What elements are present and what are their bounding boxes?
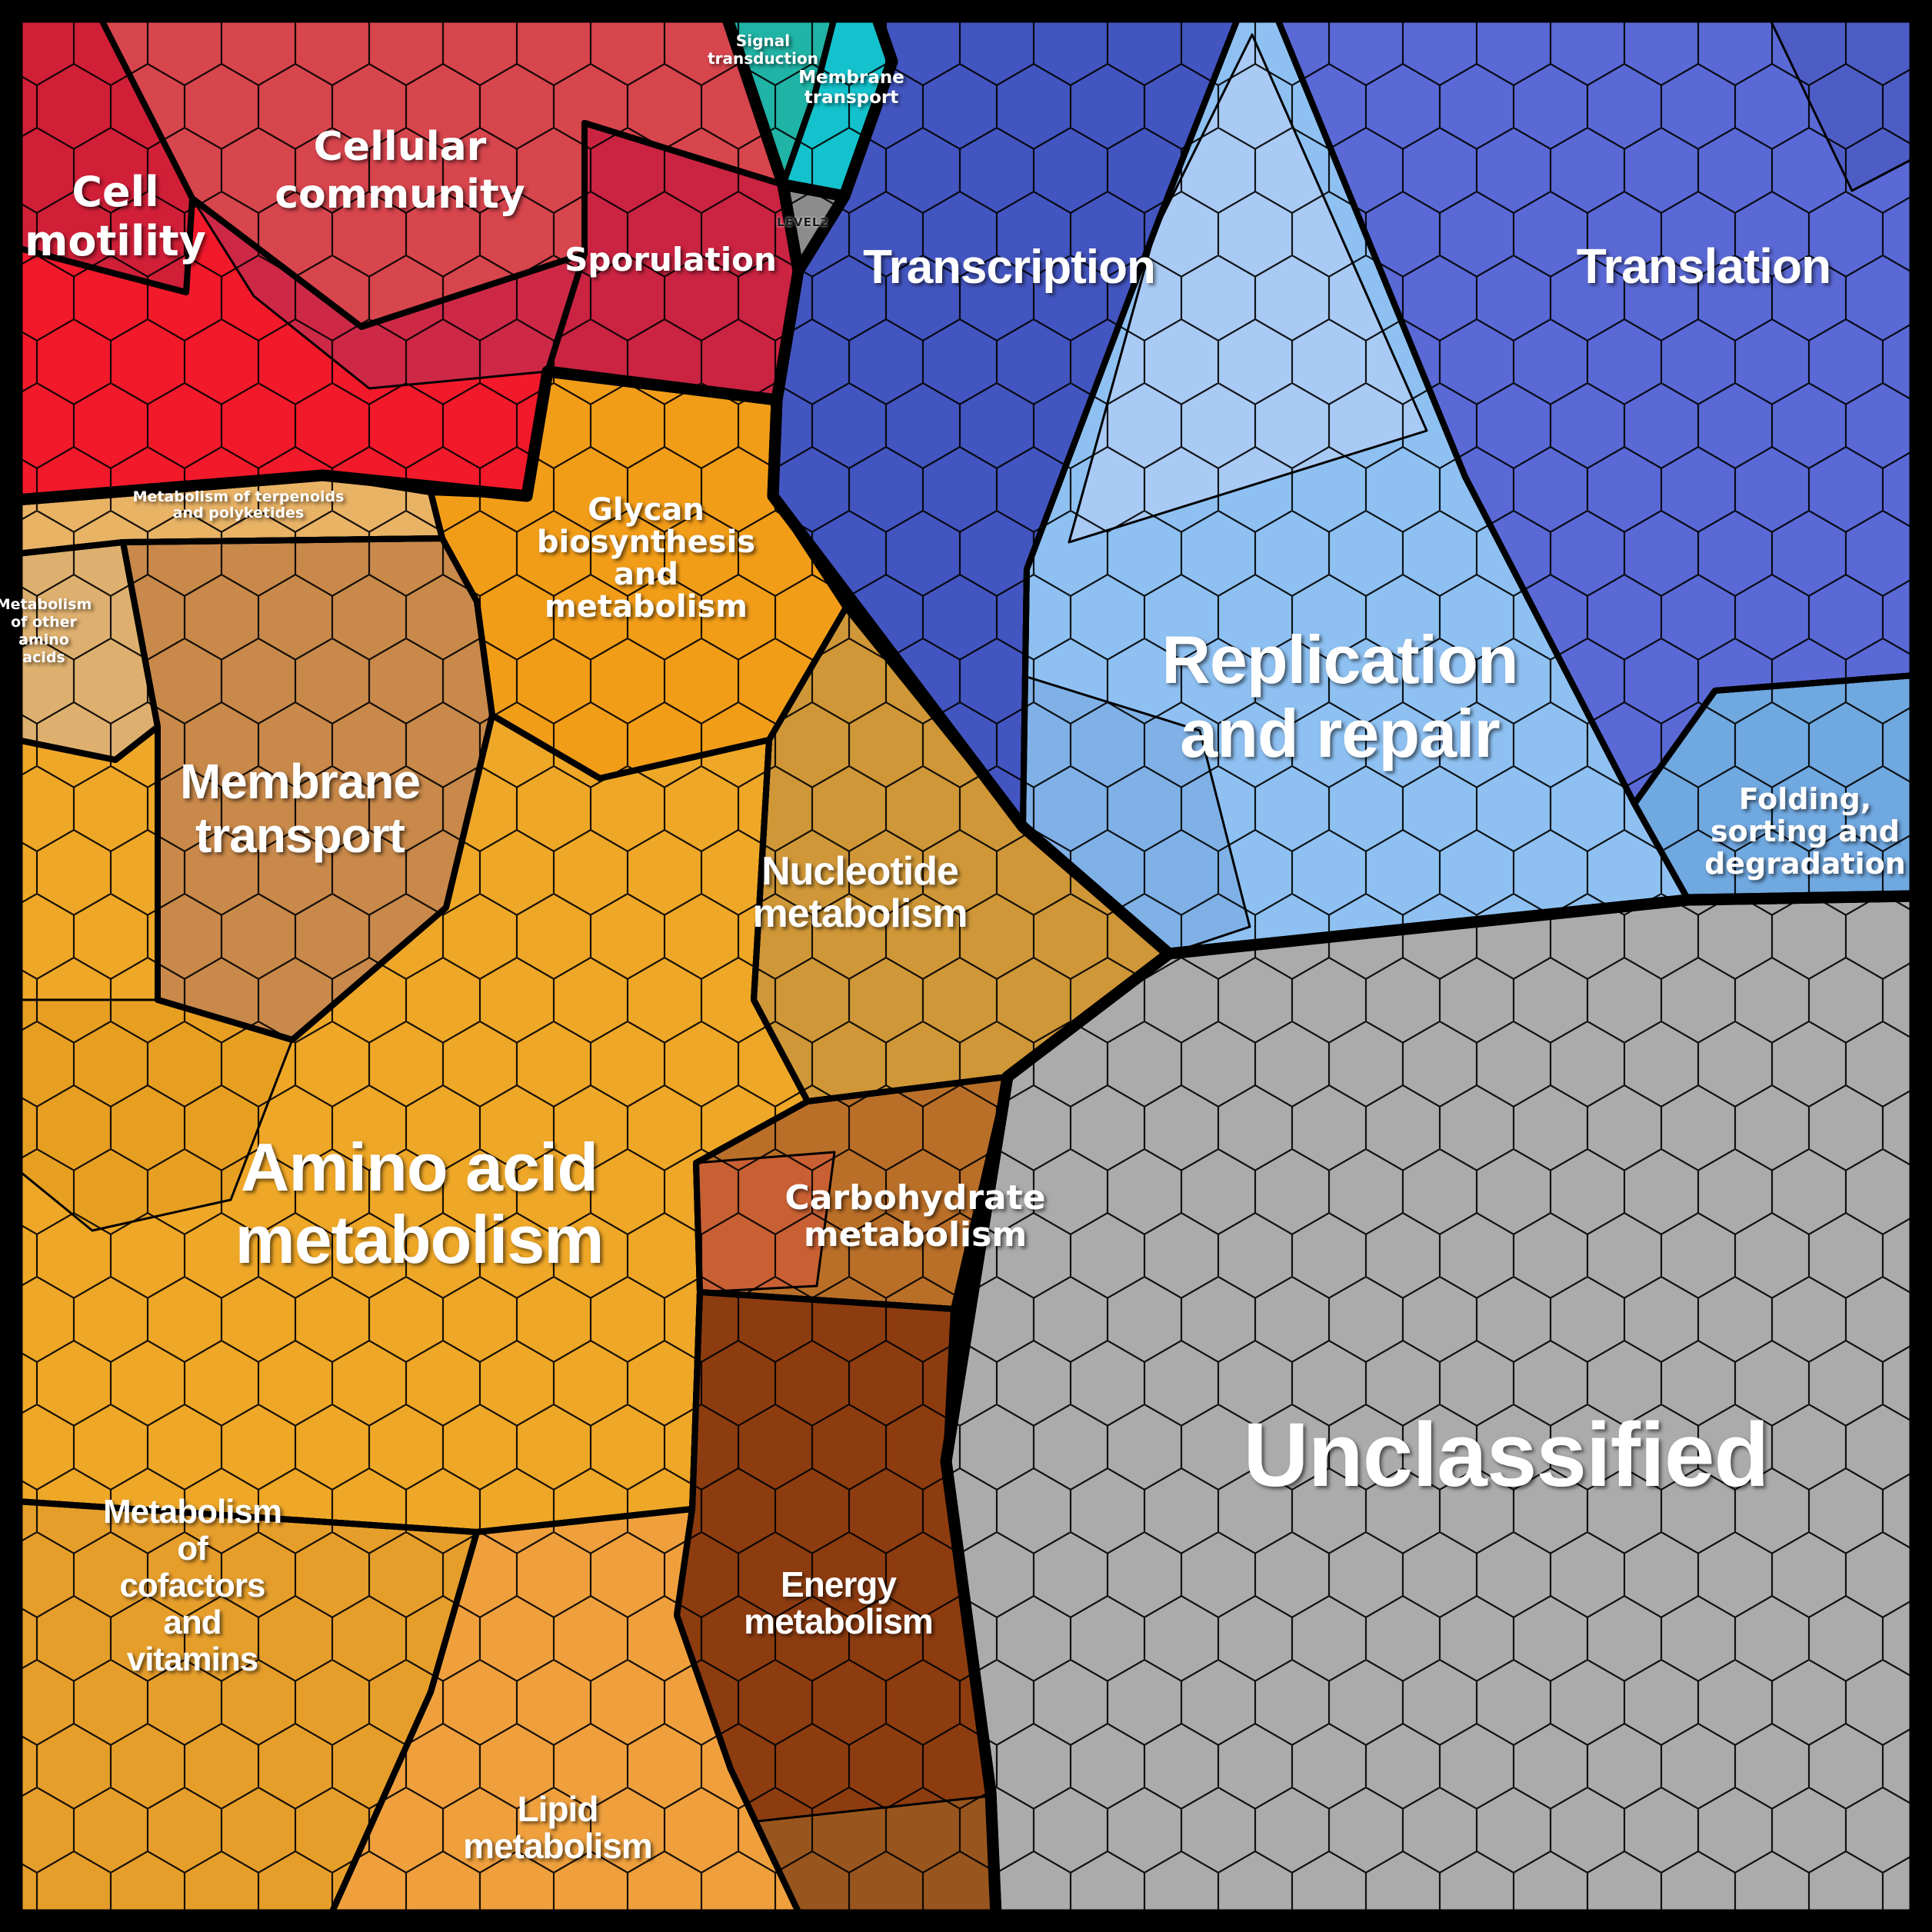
- label-nucleotide: Nucleotide metabolism: [753, 849, 968, 936]
- label-amino: Amino acid metabolism: [235, 1129, 603, 1277]
- label-level2_wedge: LEVEL2: [777, 215, 829, 229]
- label-carb: Carbohydrate metabolism: [784, 1178, 1045, 1254]
- label-folding: Folding, sorting and degradation: [1704, 782, 1906, 881]
- cluster-outline-gray: [940, 890, 1921, 1921]
- label-translation: Translation: [1577, 238, 1830, 294]
- label-community: Cellular community: [275, 124, 525, 218]
- label-mt_orange: Membrane transport: [180, 754, 420, 863]
- label-sporulation: Sporulation: [565, 241, 777, 278]
- label-terpenoids: Metabolism of terpenoids and polyketides: [133, 488, 345, 521]
- label-unclassified: Unclassified: [1243, 1404, 1768, 1506]
- label-lipid: Lipid metabolism: [463, 1789, 652, 1866]
- label-transcription: Transcription: [863, 241, 1155, 294]
- label-other_amino: Metabolism of other amino acids: [0, 596, 92, 666]
- label-replication: Replication and repair: [1161, 621, 1517, 771]
- label-energy: Energy metabolism: [744, 1564, 933, 1641]
- label-cell_motility: Cell motility: [25, 168, 206, 265]
- label-signal: Signal transduction: [708, 32, 818, 68]
- label-mem_teal: Membrane transport: [798, 68, 904, 108]
- label-glycan: Glycan biosynthesis and metabolism: [537, 492, 755, 625]
- label-cofactors: Metabolism of cofactors and vitamins: [103, 1493, 281, 1678]
